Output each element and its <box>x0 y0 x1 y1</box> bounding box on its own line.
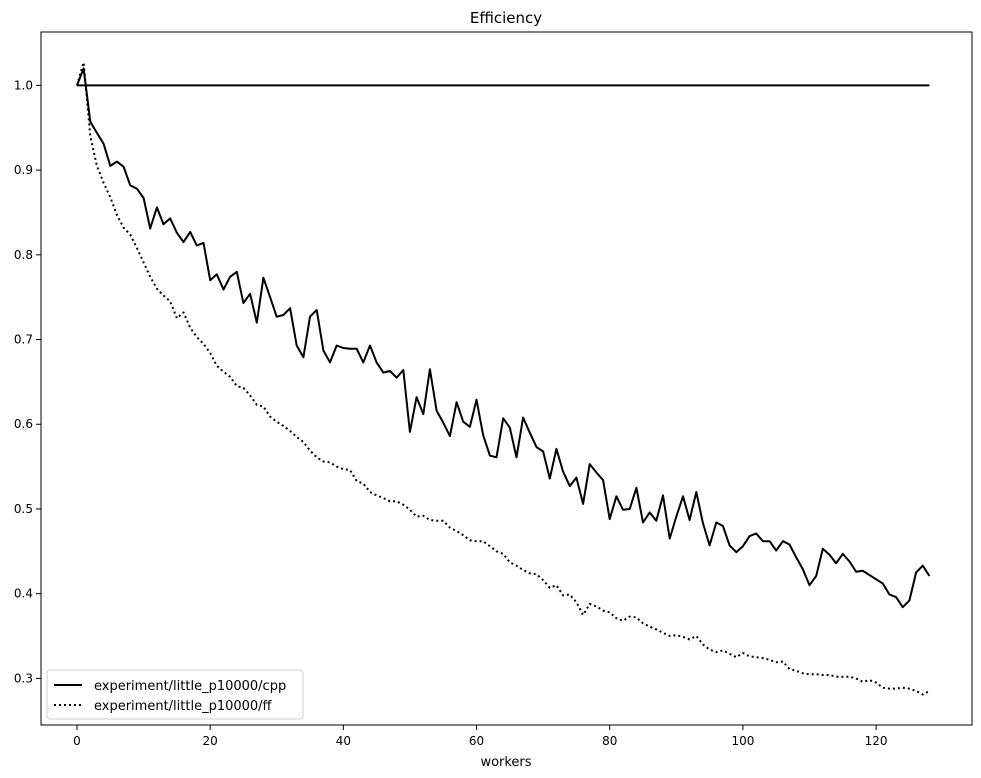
legend-label-ff: experiment/little_p10000/ff <box>94 699 273 714</box>
y-tick-label: 0.8 <box>14 248 33 262</box>
x-tick-label: 0 <box>73 734 81 748</box>
x-tick-label: 40 <box>336 734 351 748</box>
legend: experiment/little_p10000/cpp experiment/… <box>46 669 304 720</box>
y-axis: 0.3 0.4 0.5 0.6 0.7 0.8 0.9 1.0 <box>14 78 41 685</box>
x-tick-label: 120 <box>865 734 888 748</box>
x-tick-label: 100 <box>731 734 754 748</box>
y-tick-label: 0.5 <box>14 502 33 516</box>
legend-box <box>46 669 304 720</box>
y-tick-label: 0.3 <box>14 671 33 685</box>
y-tick-label: 0.4 <box>14 587 33 601</box>
x-axis-label: workers <box>480 755 531 770</box>
series-layer <box>76 61 931 696</box>
chart-title: Efficiency <box>470 9 542 27</box>
plot-area <box>40 31 973 726</box>
x-tick-label: 80 <box>602 734 617 748</box>
y-tick-label: 0.6 <box>14 417 33 431</box>
series-cpp-line <box>76 67 931 609</box>
legend-label-cpp: experiment/little_p10000/cpp <box>94 679 286 694</box>
x-tick-label: 60 <box>469 734 484 748</box>
x-axis: 0 20 40 60 80 100 120 <box>73 725 888 748</box>
y-tick-label: 1.0 <box>14 78 33 92</box>
y-tick-label: 0.9 <box>14 163 33 177</box>
y-tick-label: 0.7 <box>14 333 33 347</box>
x-tick-label: 20 <box>203 734 218 748</box>
